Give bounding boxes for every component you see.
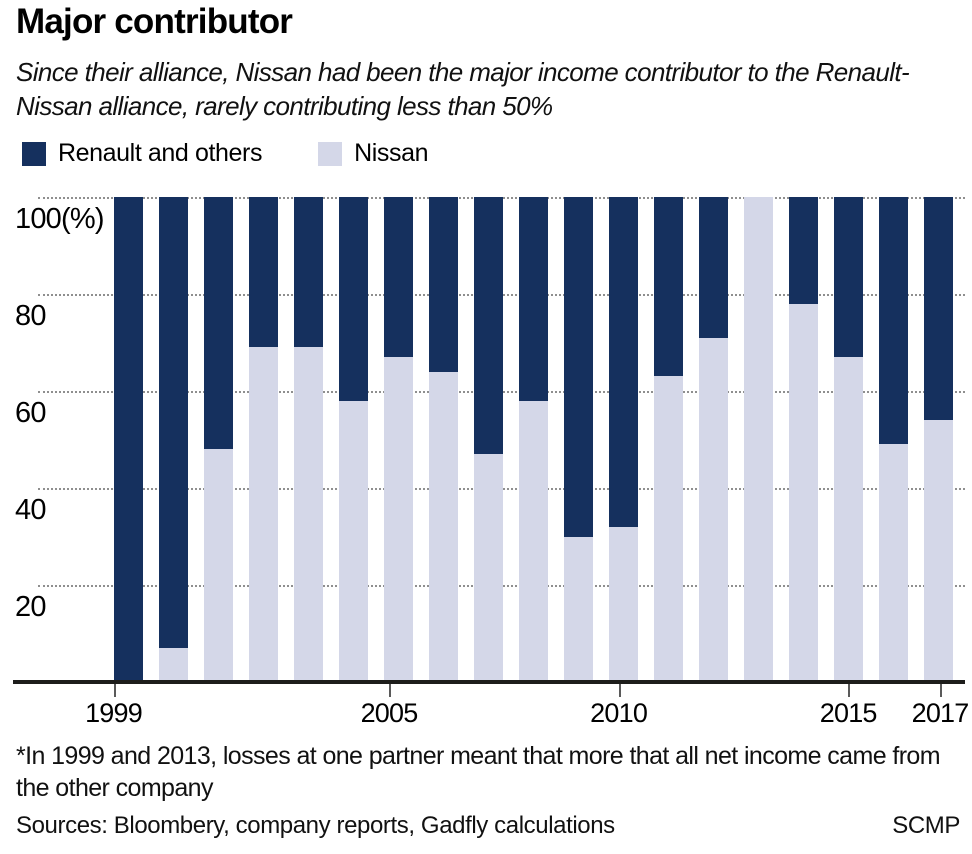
- bar-2014: [789, 197, 818, 682]
- bar-segment-nissan-2000: [159, 648, 188, 682]
- bar-1999: [114, 197, 143, 682]
- bar-segment-nissan-2011: [654, 376, 683, 682]
- bar-segment-renault-2002: [249, 197, 278, 348]
- bar-2000: [159, 197, 188, 682]
- bar-segment-renault-1999: [114, 197, 143, 682]
- bar-segment-renault-2017: [924, 197, 953, 421]
- bar-segment-renault-2003: [294, 197, 323, 348]
- bar-segment-renault-2004: [339, 197, 368, 401]
- bar-2017: [924, 197, 953, 682]
- bar-segment-nissan-2008: [519, 400, 548, 682]
- bar-segment-nissan-2003: [294, 347, 323, 682]
- y-axis-label-40: 40: [15, 494, 46, 526]
- bar-segment-nissan-2010: [609, 526, 638, 682]
- bar-segment-nissan-2012: [699, 337, 728, 682]
- bar-2003: [294, 197, 323, 682]
- bar-2005: [384, 197, 413, 682]
- bar-segment-nissan-2001: [204, 449, 233, 682]
- bar-segment-nissan-2009: [564, 536, 593, 682]
- bar-segment-renault-2011: [654, 197, 683, 377]
- stacked-bar-chart: 100(%) 80 60 40 20 1999 2005 2010 2015 2017: [0, 190, 972, 738]
- credit-scmp: SCMP: [892, 812, 960, 839]
- bar-segment-renault-2008: [519, 197, 548, 401]
- bar-segment-renault-2005: [384, 197, 413, 358]
- bar-segment-renault-2014: [789, 197, 818, 304]
- legend-item-renault: Renault and others: [22, 139, 262, 168]
- bar-segment-renault-2012: [699, 197, 728, 338]
- bar-2008: [519, 197, 548, 682]
- bar-segment-nissan-2007: [474, 454, 503, 682]
- legend-item-nissan: Nissan: [318, 139, 428, 168]
- bar-2009: [564, 197, 593, 682]
- y-axis-label-100: 100(%): [15, 203, 104, 235]
- bar-2002: [249, 197, 278, 682]
- bar-segment-renault-2015: [834, 197, 863, 358]
- x-tick-2015: [848, 684, 851, 697]
- x-tick-2017: [940, 684, 943, 697]
- bar-segment-nissan-2006: [429, 371, 458, 682]
- bar-segment-renault-2006: [429, 197, 458, 372]
- bar-2004: [339, 197, 368, 682]
- x-axis-label-2005: 2005: [360, 698, 419, 728]
- bar-segment-nissan-2014: [789, 303, 818, 682]
- chart-legend: Renault and others Nissan: [22, 139, 428, 168]
- x-axis-label-2015: 2015: [819, 698, 878, 728]
- bar-segment-nissan-2013: [744, 197, 773, 682]
- chart-subtitle: Since their alliance, Nissan had been th…: [16, 57, 910, 121]
- legend-label-nissan: Nissan: [354, 139, 429, 167]
- bar-2016: [879, 197, 908, 682]
- sources-row: Sources: Bloombery, company reports, Gad…: [16, 812, 960, 840]
- legend-swatch-renault: [22, 141, 46, 166]
- bar-segment-renault-2010: [609, 197, 638, 527]
- bar-2006: [429, 197, 458, 682]
- x-axis-label-2010: 2010: [590, 698, 648, 728]
- bar-segment-renault-2007: [474, 197, 503, 455]
- x-tick-2010: [618, 684, 621, 697]
- bar-2010: [609, 197, 638, 682]
- x-axis-label-1999: 1999: [85, 698, 143, 728]
- x-tick-1999: [113, 684, 116, 697]
- y-axis-label-80: 80: [15, 300, 46, 332]
- bar-2011: [654, 197, 683, 682]
- bar-segment-nissan-2015: [834, 357, 863, 682]
- chart-footnote: *In 1999 and 2013, losses at one partner…: [16, 742, 941, 802]
- bar-segment-nissan-2016: [879, 444, 908, 682]
- legend-swatch-nissan: [318, 141, 343, 166]
- bar-2001: [204, 197, 233, 682]
- y-axis-label-20: 20: [15, 591, 46, 623]
- bar-segment-nissan-2017: [924, 420, 953, 682]
- bar-2015: [834, 197, 863, 682]
- chart-title: Major contributor: [16, 2, 293, 41]
- bar-2013: [744, 197, 773, 682]
- sources-text: Sources: Bloombery, company reports, Gad…: [16, 812, 615, 839]
- bar-segment-nissan-2005: [384, 357, 413, 682]
- bar-2012: [699, 197, 728, 682]
- bar-segment-nissan-2004: [339, 400, 368, 682]
- bar-segment-renault-2000: [159, 197, 188, 649]
- bar-segment-renault-2016: [879, 197, 908, 445]
- legend-label-renault: Renault and others: [58, 139, 263, 167]
- bar-segment-nissan-2002: [249, 347, 278, 682]
- bar-segment-renault-2009: [564, 197, 593, 537]
- x-axis-label-2017: 2017: [911, 698, 970, 728]
- x-axis-line: [13, 680, 965, 684]
- bar-2007: [474, 197, 503, 682]
- y-axis-label-60: 60: [15, 397, 46, 429]
- bar-segment-renault-2001: [204, 197, 233, 450]
- x-tick-2005: [389, 684, 392, 697]
